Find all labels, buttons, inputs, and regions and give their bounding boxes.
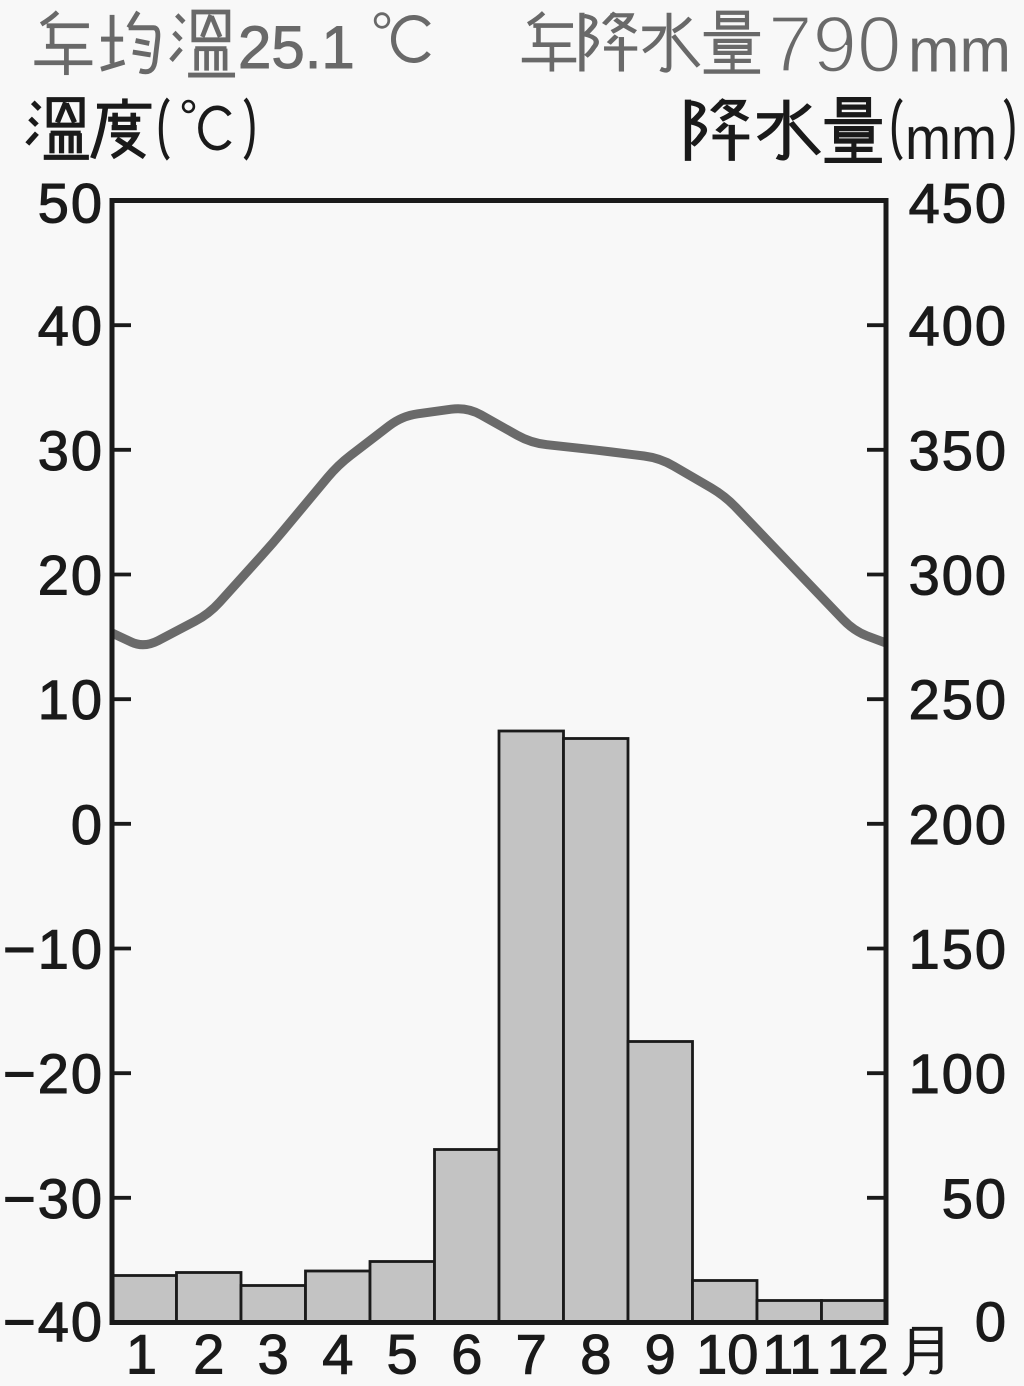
svg-text:mm: mm: [905, 105, 997, 172]
svg-text:7: 7: [516, 1323, 547, 1386]
svg-text:30: 30: [38, 419, 104, 482]
svg-text:350: 350: [909, 419, 1008, 482]
svg-text:25.1: 25.1: [238, 14, 355, 81]
svg-text:400: 400: [909, 294, 1008, 357]
svg-text:300: 300: [909, 544, 1008, 607]
svg-text:40: 40: [38, 294, 104, 357]
svg-text:0: 0: [975, 1290, 1008, 1353]
svg-text:−10: −10: [3, 918, 104, 981]
svg-text:mm: mm: [908, 17, 1011, 86]
svg-text:0: 0: [71, 793, 104, 856]
svg-text:6: 6: [451, 1323, 482, 1386]
svg-text:11: 11: [762, 1323, 820, 1386]
svg-text:−30: −30: [3, 1167, 104, 1230]
svg-text:−40: −40: [3, 1290, 104, 1353]
svg-text:1: 1: [126, 1323, 157, 1386]
svg-text:10: 10: [696, 1323, 758, 1386]
svg-text:790: 790: [768, 0, 901, 89]
svg-text:2: 2: [193, 1323, 224, 1386]
svg-text:450: 450: [909, 172, 1008, 235]
svg-text:10: 10: [38, 668, 104, 731]
svg-text:4: 4: [322, 1323, 353, 1386]
svg-text:200: 200: [909, 793, 1008, 856]
svg-text:250: 250: [909, 668, 1008, 731]
svg-text:150: 150: [909, 918, 1008, 981]
svg-text:100: 100: [909, 1042, 1008, 1105]
svg-text:3: 3: [258, 1323, 289, 1386]
svg-text:12: 12: [827, 1323, 889, 1386]
svg-text:8: 8: [580, 1323, 611, 1386]
svg-text:50: 50: [38, 172, 104, 235]
svg-text:−20: −20: [3, 1042, 104, 1105]
svg-text:9: 9: [645, 1323, 676, 1386]
svg-text:20: 20: [38, 544, 104, 607]
svg-text:50: 50: [942, 1167, 1008, 1230]
svg-text:5: 5: [387, 1323, 418, 1386]
